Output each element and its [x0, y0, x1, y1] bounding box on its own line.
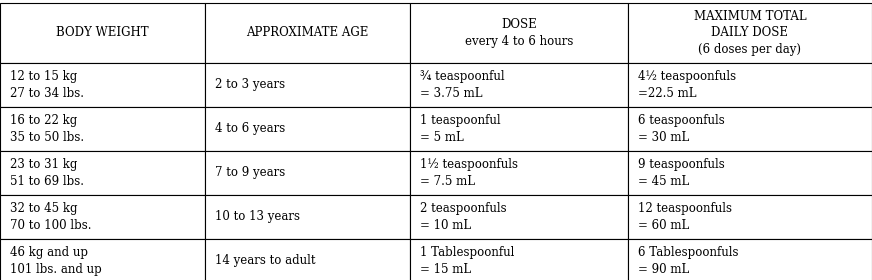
- Text: 1 Tablespoonful
= 15 mL: 1 Tablespoonful = 15 mL: [420, 246, 514, 276]
- Bar: [205, 195, 410, 239]
- Text: 4½ teaspoonfuls
=22.5 mL: 4½ teaspoonfuls =22.5 mL: [638, 70, 737, 100]
- Bar: [205, 3, 410, 63]
- Bar: [205, 107, 410, 151]
- Text: 9 teaspoonfuls
= 45 mL: 9 teaspoonfuls = 45 mL: [638, 158, 725, 188]
- Text: 6 Tablespoonfuls
= 90 mL: 6 Tablespoonfuls = 90 mL: [638, 246, 739, 276]
- Bar: [205, 239, 410, 280]
- Text: 1 teaspoonful
= 5 mL: 1 teaspoonful = 5 mL: [420, 114, 501, 144]
- Bar: [205, 63, 410, 107]
- Bar: [205, 151, 410, 195]
- Bar: [0, 195, 205, 239]
- Bar: [628, 107, 872, 151]
- Text: 6 teaspoonfuls
= 30 mL: 6 teaspoonfuls = 30 mL: [638, 114, 725, 144]
- Text: 4 to 6 years: 4 to 6 years: [215, 122, 286, 136]
- Bar: [410, 107, 628, 151]
- Bar: [0, 239, 205, 280]
- Bar: [410, 151, 628, 195]
- Bar: [0, 107, 205, 151]
- Text: BODY WEIGHT: BODY WEIGHT: [56, 26, 149, 39]
- Text: 12 teaspoonfuls
= 60 mL: 12 teaspoonfuls = 60 mL: [638, 202, 732, 232]
- Text: 7 to 9 years: 7 to 9 years: [215, 166, 286, 179]
- Text: 1½ teaspoonfuls
= 7.5 mL: 1½ teaspoonfuls = 7.5 mL: [420, 158, 518, 188]
- Bar: [628, 195, 872, 239]
- Bar: [628, 3, 872, 63]
- Bar: [628, 151, 872, 195]
- Text: 12 to 15 kg
27 to 34 lbs.: 12 to 15 kg 27 to 34 lbs.: [10, 70, 85, 100]
- Text: MAXIMUM TOTAL
DAILY DOSE
(6 doses per day): MAXIMUM TOTAL DAILY DOSE (6 doses per da…: [693, 10, 807, 56]
- Text: 23 to 31 kg
51 to 69 lbs.: 23 to 31 kg 51 to 69 lbs.: [10, 158, 85, 188]
- Bar: [0, 63, 205, 107]
- Text: 2 teaspoonfuls
= 10 mL: 2 teaspoonfuls = 10 mL: [420, 202, 507, 232]
- Bar: [628, 63, 872, 107]
- Text: 10 to 13 years: 10 to 13 years: [215, 210, 300, 223]
- Text: 32 to 45 kg
70 to 100 lbs.: 32 to 45 kg 70 to 100 lbs.: [10, 202, 92, 232]
- Text: 16 to 22 kg
35 to 50 lbs.: 16 to 22 kg 35 to 50 lbs.: [10, 114, 85, 144]
- Text: APPROXIMATE AGE: APPROXIMATE AGE: [246, 26, 369, 39]
- Text: 46 kg and up
101 lbs. and up: 46 kg and up 101 lbs. and up: [10, 246, 102, 276]
- Bar: [0, 3, 205, 63]
- Bar: [410, 239, 628, 280]
- Text: ¾ teaspoonful
= 3.75 mL: ¾ teaspoonful = 3.75 mL: [420, 70, 505, 100]
- Bar: [410, 3, 628, 63]
- Bar: [0, 151, 205, 195]
- Bar: [410, 63, 628, 107]
- Text: DOSE
every 4 to 6 hours: DOSE every 4 to 6 hours: [465, 18, 573, 48]
- Bar: [628, 239, 872, 280]
- Text: 2 to 3 years: 2 to 3 years: [215, 78, 285, 92]
- Text: 14 years to adult: 14 years to adult: [215, 254, 316, 267]
- Bar: [410, 195, 628, 239]
